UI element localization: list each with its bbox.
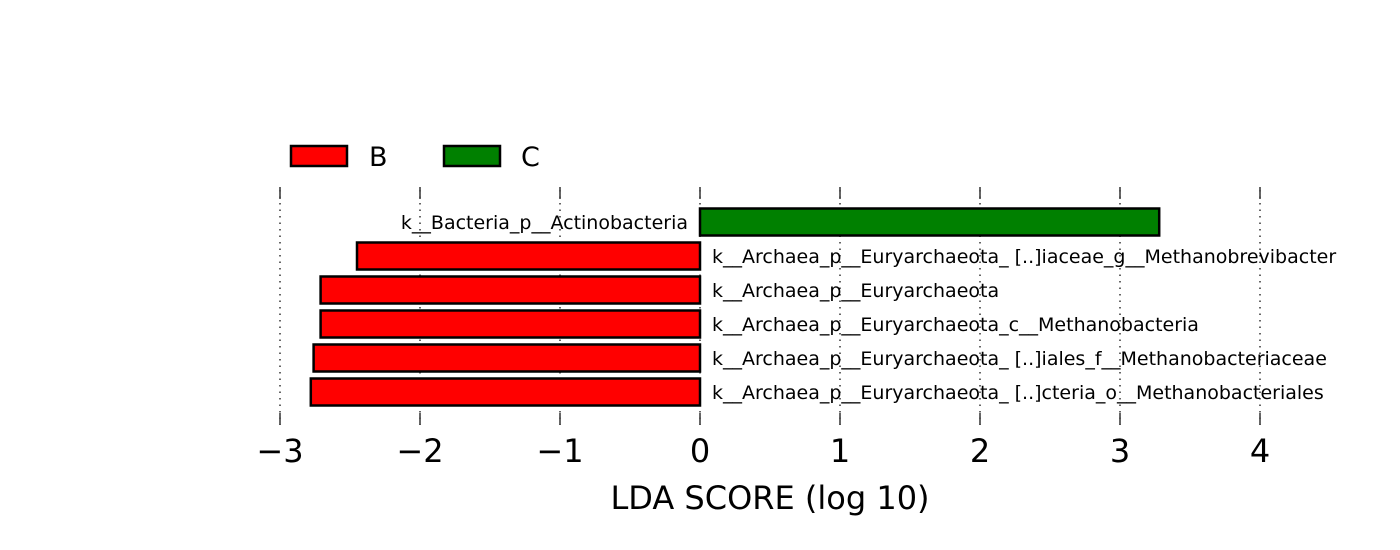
bar-B [309,377,702,407]
x-tick-label: 2 [970,432,990,470]
bar-B [312,343,702,373]
x-tick-label: 0 [690,432,710,470]
legend-label-C: C [521,142,540,173]
bar-B [319,309,702,339]
bar-label: k__Archaea_p__Euryarchaeota_ [..]iaceae_… [712,246,1336,268]
bar-B [355,241,702,271]
bar-B [319,275,702,305]
bar-label: k__Archaea_p__Euryarchaeota [712,280,999,302]
x-tick-label: 3 [1110,432,1130,470]
legend-swatch-B [289,144,349,168]
x-axis-label: LDA SCORE (log 10) [610,479,929,517]
bar-label: k__Archaea_p__Euryarchaeota_ [..]iales_f… [712,348,1327,370]
x-tick-label: −2 [396,432,443,470]
x-tick-label: 4 [1250,432,1270,470]
bars [309,207,1161,407]
x-axis-ticks: −3 −2 −1 0 1 2 3 4 [256,432,1270,470]
bar-labels: k__Bacteria_p__Actinobacteria k__Archaea_… [401,212,1336,404]
legend-swatch-C [442,144,502,168]
bar-label: k__Archaea_p__Euryarchaeota_c__Methanoba… [712,314,1199,336]
bar-label: k__Archaea_p__Euryarchaeota_ [..]cteria_… [712,382,1324,404]
bar-label: k__Bacteria_p__Actinobacteria [401,212,688,234]
legend-label-B: B [369,142,388,173]
bar-C [698,207,1161,237]
x-tick-label: −3 [256,432,303,470]
x-tick-label: −1 [536,432,583,470]
x-tick-label: 1 [830,432,850,470]
